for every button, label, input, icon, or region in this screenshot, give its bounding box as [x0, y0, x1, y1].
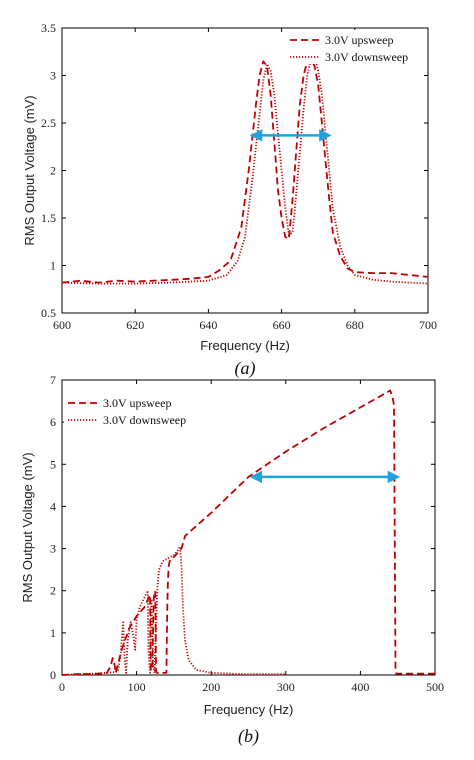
panel-caption: (b)	[238, 726, 259, 747]
legend-entry-label: 3.0V upsweep	[103, 396, 171, 410]
series-line-upsweep	[61, 389, 435, 676]
legend: 3.0V upsweep 3.0V downsweep	[286, 30, 426, 64]
y-tick-label: 6	[50, 415, 56, 429]
x-tick-label: 680	[346, 318, 364, 332]
series-line-downsweep	[61, 55, 429, 285]
y-tick-label: 2	[50, 584, 56, 598]
legend-entry-label: 3.0V downsweep	[325, 50, 408, 64]
x-axis-label: Frequency (Hz)	[204, 702, 294, 717]
x-tick-label: 400	[351, 680, 369, 694]
y-tick-label: 4	[50, 499, 56, 513]
x-tick-label: 300	[277, 680, 295, 694]
x-tick-label: 660	[273, 318, 291, 332]
legend-entry-label: 3.0V upsweep	[325, 33, 393, 47]
x-tick-label: 620	[126, 318, 144, 332]
legend-background	[64, 393, 214, 427]
legend-background	[286, 30, 426, 64]
y-tick-label: 0	[50, 668, 56, 682]
y-tick-label: 2	[50, 164, 56, 178]
y-tick-label: 3	[50, 69, 56, 83]
x-tick-label: 700	[419, 318, 437, 332]
y-tick-label: 2.5	[41, 116, 56, 130]
y-axis-label: RMS Output Voltage (mV)	[22, 95, 37, 245]
plot-frame	[61, 27, 429, 314]
y-axis-label: RMS Output Voltage (mV)	[20, 452, 35, 602]
series-line-downsweep	[61, 545, 286, 676]
y-tick-label: 3	[50, 542, 56, 556]
series-line-upsweep	[61, 57, 429, 284]
x-axis-label: Frequency (Hz)	[200, 338, 290, 353]
x-tick-label: 200	[202, 680, 220, 694]
y-tick-label: 3.5	[41, 21, 56, 35]
x-tick-label: 640	[199, 318, 217, 332]
x-tick-label: 0	[59, 680, 65, 694]
legend-entry-label: 3.0V downsweep	[103, 413, 186, 427]
chart-panel-a: 600 620 640 660 680 700 0.5 1 1.5 2 2.5 3 3.5 3.0V up…	[22, 21, 437, 379]
y-tick-label: 0.5	[41, 306, 56, 320]
panel-caption: (a)	[235, 358, 256, 379]
x-tick-label: 100	[128, 680, 146, 694]
y-tick-label: 1	[50, 626, 56, 640]
x-tick-label: 600	[53, 318, 71, 332]
y-tick-label: 1.5	[41, 211, 56, 225]
y-tick-label: 5	[50, 457, 56, 471]
y-tick-label: 7	[50, 373, 56, 387]
legend: 3.0V upsweep 3.0V downsweep	[64, 393, 214, 427]
y-tick-label: 1	[50, 259, 56, 273]
x-tick-label: 500	[426, 680, 444, 694]
